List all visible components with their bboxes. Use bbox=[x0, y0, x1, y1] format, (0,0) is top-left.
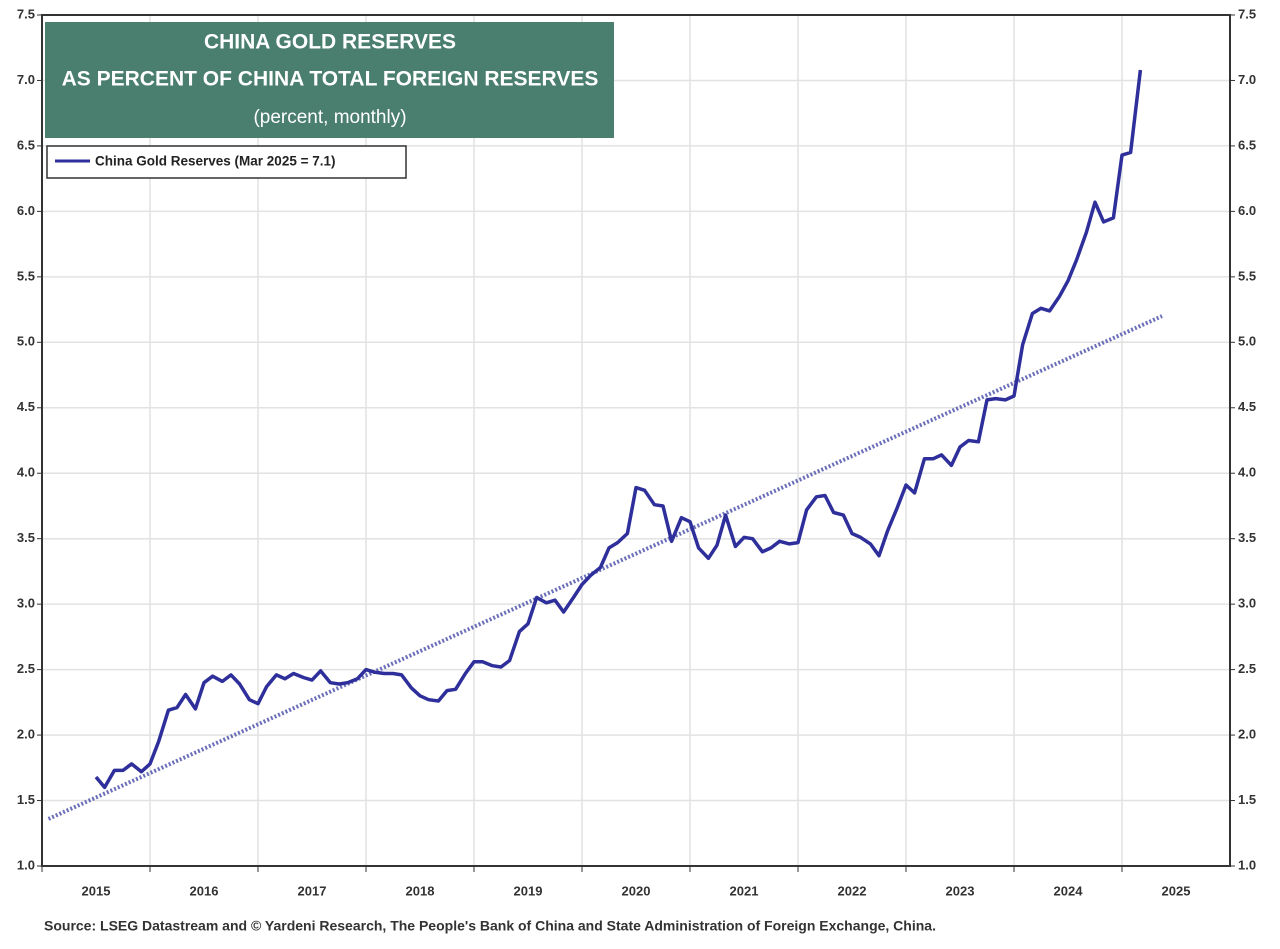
x-tick-label: 2022 bbox=[838, 883, 867, 898]
y-tick-label: 7.5 bbox=[17, 6, 35, 21]
y-tick-label: 3.5 bbox=[17, 530, 35, 545]
x-tick-label: 2019 bbox=[514, 883, 543, 898]
x-tick-label: 2015 bbox=[82, 883, 111, 898]
x-tick-label: 2024 bbox=[1054, 883, 1084, 898]
y2-tick-label: 7.5 bbox=[1238, 6, 1256, 21]
y-tick-label: 5.5 bbox=[17, 268, 35, 283]
y2-tick-label: 4.0 bbox=[1238, 465, 1256, 480]
y-tick-label: 4.0 bbox=[17, 465, 35, 480]
y-tick-label: 1.5 bbox=[17, 792, 35, 807]
y-tick-label: 4.5 bbox=[17, 399, 35, 414]
y2-tick-label: 6.5 bbox=[1238, 137, 1256, 152]
chart-subtitle: AS PERCENT OF CHINA TOTAL FOREIGN RESERV… bbox=[62, 68, 599, 91]
x-tick-label: 2023 bbox=[946, 883, 975, 898]
y2-tick-label: 1.0 bbox=[1238, 857, 1256, 872]
y-tick-label: 6.5 bbox=[17, 137, 35, 152]
units-note: (percent, monthly) bbox=[253, 107, 406, 128]
y-tick-label: 7.0 bbox=[17, 72, 35, 87]
chart-title: CHINA GOLD RESERVES bbox=[204, 31, 456, 54]
y2-tick-label: 5.0 bbox=[1238, 334, 1256, 349]
y2-tick-label: 6.0 bbox=[1238, 203, 1256, 218]
x-tick-label: 2018 bbox=[406, 883, 435, 898]
y2-tick-label: 4.5 bbox=[1238, 399, 1256, 414]
x-tick-label: 2021 bbox=[730, 883, 759, 898]
y2-tick-label: 3.0 bbox=[1238, 596, 1256, 611]
y2-tick-label: 7.0 bbox=[1238, 72, 1256, 87]
x-tick-label: 2025 bbox=[1162, 883, 1191, 898]
y-tick-label: 3.0 bbox=[17, 596, 35, 611]
title-box bbox=[45, 22, 614, 138]
legend-box bbox=[46, 145, 407, 179]
source-note: Source: LSEG Datastream and © Yardeni Re… bbox=[44, 918, 936, 934]
y2-tick-label: 1.5 bbox=[1238, 792, 1256, 807]
y-tick-label: 1.0 bbox=[17, 857, 35, 872]
data-line bbox=[94, 69, 1143, 790]
y2-tick-label: 2.0 bbox=[1238, 727, 1256, 742]
y2-tick-label: 3.5 bbox=[1238, 530, 1256, 545]
y-tick-label: 6.0 bbox=[17, 203, 35, 218]
plot-frame bbox=[41, 14, 1231, 867]
y-tick-label: 2.5 bbox=[17, 661, 35, 676]
marks bbox=[47, 69, 1163, 821]
legend-label: China Gold Reserves (Mar 2025 = 7.1) bbox=[95, 154, 335, 169]
y2-tick-label: 5.5 bbox=[1238, 268, 1256, 283]
x-tick-label: 2020 bbox=[622, 883, 651, 898]
x-tick-label: 2016 bbox=[190, 883, 219, 898]
y-tick-label: 2.0 bbox=[17, 727, 35, 742]
y-tick-label: 5.0 bbox=[17, 334, 35, 349]
x-tick-label: 2017 bbox=[298, 883, 327, 898]
y2-tick-label: 2.5 bbox=[1238, 661, 1256, 676]
